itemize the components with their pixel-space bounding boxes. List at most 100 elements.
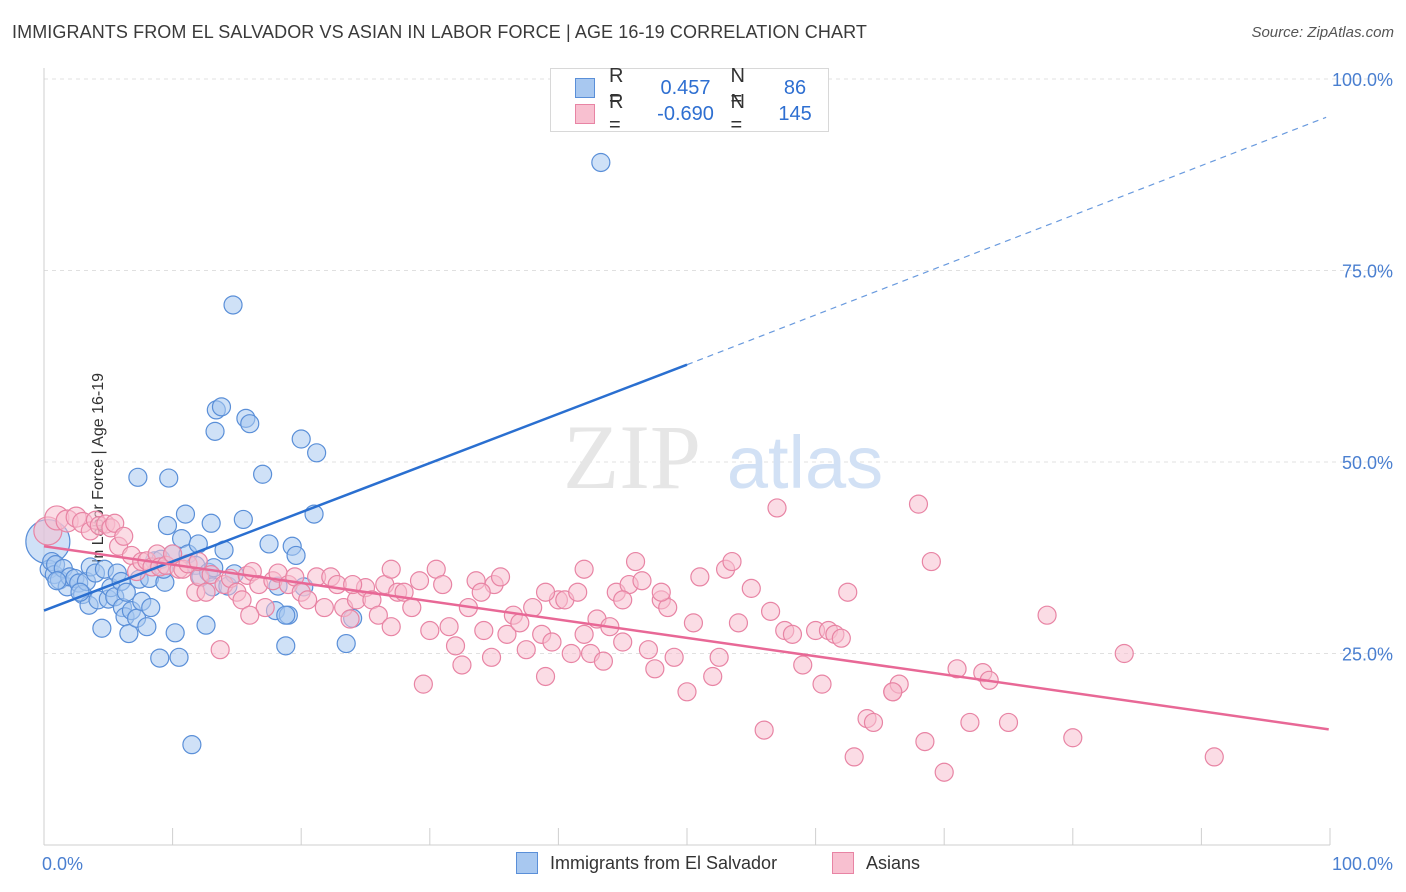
data-point xyxy=(722,551,742,572)
data-point xyxy=(844,747,864,767)
series-legend: Immigrants from El Salvador Asians xyxy=(0,852,1406,878)
data-point xyxy=(782,624,803,644)
legend-swatch-blue xyxy=(575,78,595,98)
data-point xyxy=(741,578,761,598)
data-point xyxy=(232,590,252,610)
data-point xyxy=(210,640,230,660)
data-point xyxy=(119,623,139,644)
data-point xyxy=(201,513,221,533)
data-point xyxy=(728,613,749,633)
y-tick-label: 25.0% xyxy=(1342,645,1393,665)
legend-r-label: R = xyxy=(608,91,624,136)
data-point xyxy=(196,582,216,602)
data-point xyxy=(947,659,967,679)
axes xyxy=(43,68,1331,846)
data-point xyxy=(645,659,665,679)
data-point xyxy=(474,620,494,641)
data-point xyxy=(921,551,941,572)
trend-extension-el-salvador xyxy=(686,116,1327,366)
legend-swatch-pink xyxy=(575,104,595,124)
data-point xyxy=(182,735,202,755)
data-point xyxy=(535,666,556,687)
tick-labels: 25.0% 50.0% 75.0% 100.0% 0.0% 100.0% xyxy=(42,70,1393,874)
data-point xyxy=(336,633,356,654)
legend-row-asians: R = -0.690 N = 145 xyxy=(575,91,828,136)
data-point xyxy=(291,429,311,449)
trend-lines xyxy=(43,116,1329,731)
data-point xyxy=(490,567,511,587)
legend-n-label: N = xyxy=(730,65,745,110)
y-tick-label: 100.0% xyxy=(1332,70,1393,90)
legend-swatch-pink xyxy=(832,852,854,874)
legend-r-value: 0.457 xyxy=(660,76,711,99)
legend-item-asians[interactable]: Asians xyxy=(832,852,920,874)
data-point xyxy=(298,590,318,610)
data-point xyxy=(255,597,275,618)
legend-n-value: 86 xyxy=(783,76,807,99)
data-point xyxy=(683,613,704,633)
legend-label-el-salvador: Immigrants from El Salvador xyxy=(550,852,778,873)
data-point xyxy=(760,601,781,621)
data-point xyxy=(114,526,134,546)
data-point xyxy=(307,443,327,463)
data-point xyxy=(613,632,633,652)
series-asians xyxy=(33,494,1224,782)
data-point xyxy=(211,397,232,417)
data-point xyxy=(1037,605,1057,625)
data-point xyxy=(259,534,279,554)
data-point xyxy=(1204,747,1224,767)
data-point xyxy=(402,597,422,618)
data-point xyxy=(767,498,787,518)
legend-n-label: N = xyxy=(730,91,745,136)
data-point xyxy=(677,682,697,702)
data-point xyxy=(542,632,562,652)
data-point xyxy=(165,623,185,643)
data-point xyxy=(690,567,710,587)
watermark: ZIP atlas xyxy=(563,406,883,508)
data-point xyxy=(340,609,360,629)
legend-r-value: -0.690 xyxy=(657,102,714,125)
data-point xyxy=(838,582,858,602)
x-tick-label: 0.0% xyxy=(42,854,83,874)
legend-swatch-blue xyxy=(516,852,538,874)
data-point xyxy=(159,468,179,488)
data-point xyxy=(535,582,556,602)
data-point xyxy=(471,582,491,602)
y-tick-label: 50.0% xyxy=(1342,453,1393,473)
data-point xyxy=(420,620,440,641)
data-point xyxy=(240,605,260,625)
data-point xyxy=(223,295,243,315)
watermark-atlas: atlas xyxy=(727,421,883,504)
data-point xyxy=(314,597,334,618)
data-point xyxy=(276,605,296,625)
data-point xyxy=(703,666,723,687)
data-point xyxy=(934,762,954,782)
data-point xyxy=(510,613,530,633)
data-point xyxy=(47,571,67,591)
data-point xyxy=(1114,643,1134,664)
data-point xyxy=(452,655,472,675)
data-point xyxy=(591,152,611,173)
data-point xyxy=(1063,728,1083,748)
data-point xyxy=(439,617,459,637)
data-point xyxy=(613,590,633,610)
legend-n-value: 145 xyxy=(778,102,812,125)
data-point xyxy=(960,712,980,733)
data-point xyxy=(709,647,729,667)
data-point xyxy=(812,674,832,694)
data-point xyxy=(150,648,170,668)
data-point xyxy=(433,574,453,595)
data-point xyxy=(568,582,588,602)
y-tick-label: 75.0% xyxy=(1342,262,1393,282)
data-point xyxy=(409,571,430,591)
data-point xyxy=(497,624,517,644)
data-point xyxy=(276,636,296,656)
x-tick-label: 100.0% xyxy=(1332,854,1393,874)
legend-r-label: R = xyxy=(608,65,624,110)
data-point xyxy=(574,624,594,644)
data-point xyxy=(141,597,161,618)
data-point xyxy=(381,617,401,637)
data-point xyxy=(196,615,216,635)
legend-item-el-salvador[interactable]: Immigrants from El Salvador xyxy=(516,852,777,874)
data-point xyxy=(754,720,774,740)
